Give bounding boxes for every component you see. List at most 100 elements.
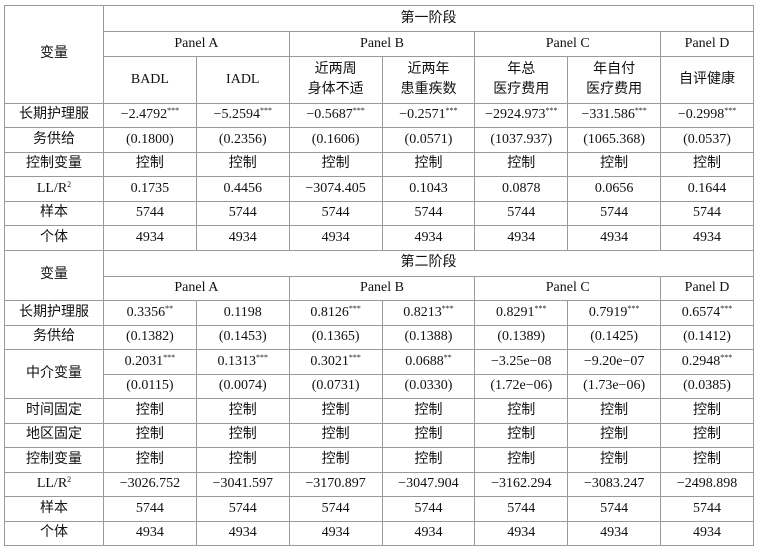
- cell-text: 0.1735: [130, 180, 170, 196]
- cell-text: (0.0571): [404, 131, 453, 147]
- cell-text: 控制: [135, 402, 164, 418]
- cell: 0.8213***: [381, 300, 476, 326]
- cell-line: 近两年: [407, 61, 450, 77]
- cell: (0.0731): [288, 373, 383, 399]
- cell-text: Panel B: [360, 35, 404, 51]
- cell-text: (0.1382): [126, 329, 174, 345]
- cell: 控制: [195, 398, 290, 424]
- cell: 4934: [567, 520, 662, 546]
- superscript: ***: [348, 352, 361, 362]
- cell-text: Panel C: [545, 35, 590, 51]
- row-label: 样本: [4, 496, 104, 522]
- cell: 0.1313***: [195, 349, 290, 375]
- data-row: 控制变量 控制 控制 控制 控制 控制 控制 控制: [4, 151, 754, 177]
- stage-title: 第二阶段: [103, 249, 754, 277]
- data-row: 地区固定 控制 控制 控制 控制 控制 控制 控制: [4, 422, 754, 448]
- cell: (0.1425): [567, 324, 662, 350]
- cell: 控制: [288, 151, 383, 177]
- cell: 0.0656: [567, 176, 662, 202]
- cell: (1.73e−06): [567, 373, 662, 399]
- cell-text: (1037.937): [490, 131, 553, 147]
- cell-text: 控制: [228, 451, 257, 467]
- cell-text: 控制: [507, 402, 536, 418]
- superscript: ***: [720, 352, 733, 362]
- superscript: 2: [67, 179, 72, 189]
- cell-text: −3074.405: [305, 180, 366, 196]
- cell: (0.0074): [195, 373, 290, 399]
- data-row: 时间固定 控制 控制 控制 控制 控制 控制 控制: [4, 398, 754, 424]
- cell-text: 0.1198: [223, 304, 262, 320]
- cell-text: 0.4456: [223, 180, 263, 196]
- data-row: 长期护理服 0.3356** 0.1198 0.8126*** 0.8213*** 0.8…: [4, 300, 754, 326]
- cell-text: 控制: [321, 156, 350, 172]
- cell-text: 4934: [693, 229, 722, 245]
- cell: 控制: [660, 151, 754, 177]
- column-header: 近两周 身体不适: [288, 55, 383, 104]
- cell-text: 务供给: [33, 329, 75, 345]
- panel-header: Panel A: [103, 31, 290, 57]
- cell: 5744: [288, 496, 383, 522]
- cell-text: BADL: [130, 71, 169, 87]
- cell: −2498.898: [660, 471, 754, 497]
- row-label: 样本: [4, 200, 104, 226]
- cell-text: 0.7919: [588, 304, 628, 320]
- column-header: BADL: [103, 55, 197, 104]
- cell-text: −2924.973: [485, 107, 546, 123]
- cell: −3083.247: [567, 471, 662, 497]
- cell-text: 控制: [321, 402, 350, 418]
- data-row: 样本 5744 5744 5744 5744 5744 5744 5744: [4, 496, 754, 522]
- row-label: LL/R2: [4, 176, 104, 202]
- cell-text: −2498.898: [676, 476, 738, 492]
- cell-text: (1065.368): [583, 131, 646, 147]
- cell-text: 5744: [507, 205, 536, 221]
- cell-line: 年自付: [593, 61, 636, 77]
- variable-header: 变量: [4, 249, 104, 301]
- cell-text: (0.1389): [497, 329, 546, 345]
- cell-text: 控制: [600, 451, 629, 467]
- row-label: 个体: [4, 520, 104, 546]
- cell: −3162.294: [474, 471, 569, 497]
- cell: 控制: [195, 422, 290, 448]
- cell-text: (0.1606): [311, 131, 360, 147]
- cell: (1037.937): [474, 127, 569, 153]
- cell: 控制: [381, 398, 476, 424]
- superscript: ***: [627, 303, 640, 313]
- superscript: ***: [534, 303, 547, 313]
- cell-text: 0.1043: [409, 180, 448, 196]
- cell-text: −0.2998: [677, 107, 725, 123]
- data-row: LL/R2 0.1735 0.4456 −3074.405 0.1043 0.0878 0.…: [4, 176, 754, 202]
- cell: −3026.752: [103, 471, 197, 497]
- cell-text: −3026.752: [119, 476, 181, 492]
- cell-text: (0.0115): [126, 378, 174, 394]
- cell-text: 4934: [507, 229, 536, 245]
- cell-text: 个体: [40, 229, 68, 245]
- cell: 4934: [288, 520, 383, 546]
- cell-text: 0.8291: [496, 304, 535, 320]
- row-label: 长期护理服: [4, 102, 104, 128]
- cell-text: −3041.597: [212, 476, 273, 492]
- cell-text: 控制: [693, 402, 722, 418]
- row-label: 务供给: [4, 324, 104, 350]
- cell: 0.1198: [195, 300, 290, 326]
- superscript: ***: [545, 106, 558, 116]
- cell: 5744: [474, 200, 569, 226]
- panel-header: Panel D: [660, 31, 754, 57]
- panel-header: Panel B: [288, 275, 476, 301]
- column-header: 年自付 医疗费用: [567, 55, 662, 104]
- cell: 0.3021***: [288, 349, 383, 375]
- cell-text: 变量: [40, 46, 68, 62]
- data-row: 长期护理服 −2.4792*** −5.2594*** −0.5687*** −0.25…: [4, 102, 754, 128]
- cell-text: (0.0385): [683, 378, 731, 394]
- row-label: 长期护理服: [4, 300, 104, 326]
- row-label: LL/R2: [4, 471, 104, 497]
- cell-text: 控制: [414, 427, 443, 443]
- cell-text: −2.4792: [120, 107, 168, 123]
- cell: 0.1644: [660, 176, 754, 202]
- cell-text: 5744: [693, 500, 722, 516]
- cell: (0.1365): [288, 324, 383, 350]
- cell: (0.1453): [195, 324, 290, 350]
- title-row: 变量 第二阶段: [4, 249, 754, 301]
- cell: −3047.904: [381, 471, 476, 497]
- cell: (0.0571): [381, 127, 476, 153]
- panel-header: Panel C: [474, 275, 662, 301]
